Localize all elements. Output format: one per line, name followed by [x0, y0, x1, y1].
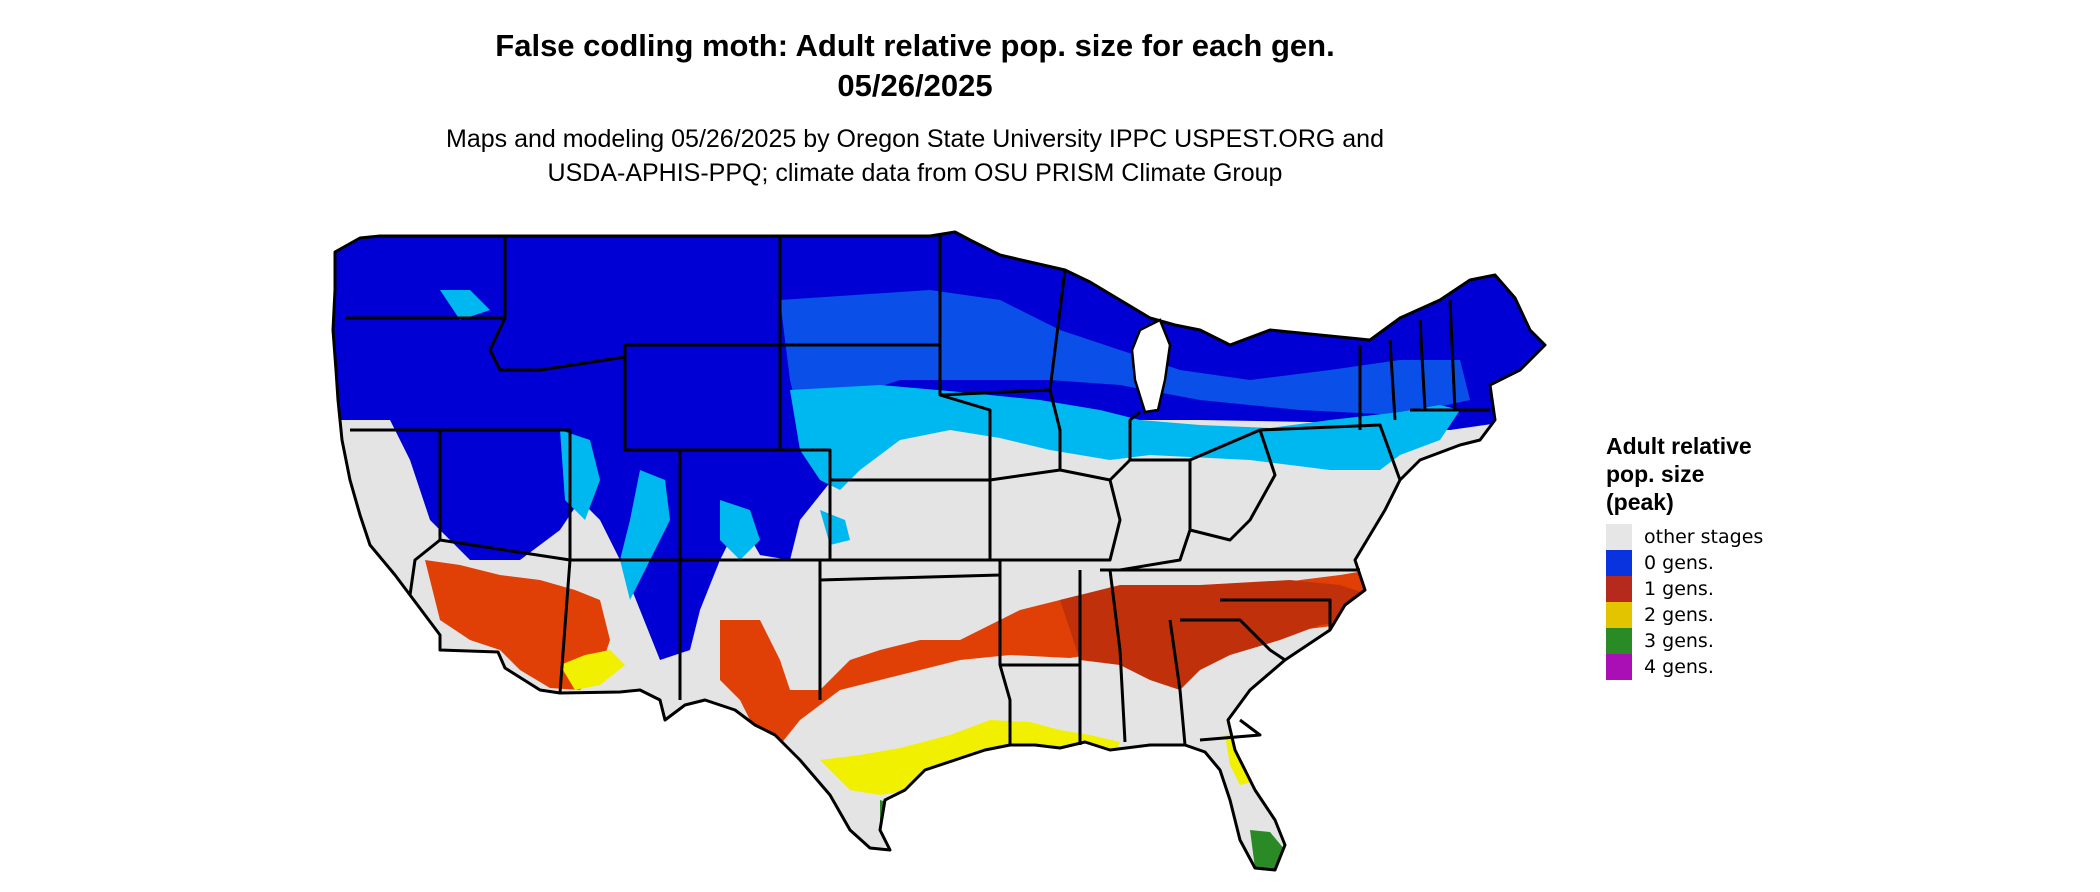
legend-label: 2 gens. — [1644, 604, 1714, 626]
legend-title-line1: Adult relative — [1606, 433, 1752, 459]
map-subtitle-line1: Maps and modeling 05/26/2025 by Oregon S… — [446, 125, 1384, 153]
legend-swatch — [1606, 628, 1632, 654]
region-0-gens-light-west — [440, 290, 850, 600]
map-fill-layer — [333, 232, 1545, 870]
map-title: False codling moth: Adult relative pop. … — [495, 28, 1335, 63]
legend-item-other-stages: other stages — [1606, 524, 1763, 550]
legend-title-line3: (peak) — [1606, 489, 1674, 515]
legend-swatch — [1606, 654, 1632, 680]
map-date: 05/26/2025 — [837, 68, 993, 103]
legend-item-1-gens: 1 gens. — [1606, 576, 1763, 602]
legend-item-2-gens: 2 gens. — [1606, 602, 1763, 628]
region-2-gens-arizona — [560, 650, 625, 690]
legend-swatch — [1606, 576, 1632, 602]
legend-title: Adult relative pop. size (peak) — [1606, 432, 1763, 516]
legend-title-line2: pop. size — [1606, 461, 1705, 487]
legend-label: 1 gens. — [1644, 578, 1714, 600]
region-0-gens-mid — [780, 290, 1470, 420]
legend-item-3-gens: 3 gens. — [1606, 628, 1763, 654]
legend-label: other stages — [1644, 526, 1764, 548]
us-map — [331, 230, 1547, 872]
legend-item-4-gens: 4 gens. — [1606, 654, 1763, 680]
lake-michigan — [1130, 318, 1172, 414]
legend-swatch — [1606, 524, 1632, 550]
legend-swatch — [1606, 550, 1632, 576]
legend-label: 3 gens. — [1644, 630, 1714, 652]
region-1-gens-southeast — [1060, 580, 1370, 690]
legend-label: 0 gens. — [1644, 552, 1714, 574]
legend-swatch — [1606, 602, 1632, 628]
legend-item-0-gens: 0 gens. — [1606, 550, 1763, 576]
region-0-gens-light — [790, 385, 1460, 490]
region-3-gens-south-florida — [1250, 830, 1285, 870]
state-borders — [345, 236, 1490, 746]
legend-label: 4 gens. — [1644, 656, 1714, 678]
map-subtitle-line2: USDA-APHIS-PPQ; climate data from OSU PR… — [547, 159, 1283, 187]
map-legend: Adult relative pop. size (peak) other st… — [1606, 432, 1763, 680]
